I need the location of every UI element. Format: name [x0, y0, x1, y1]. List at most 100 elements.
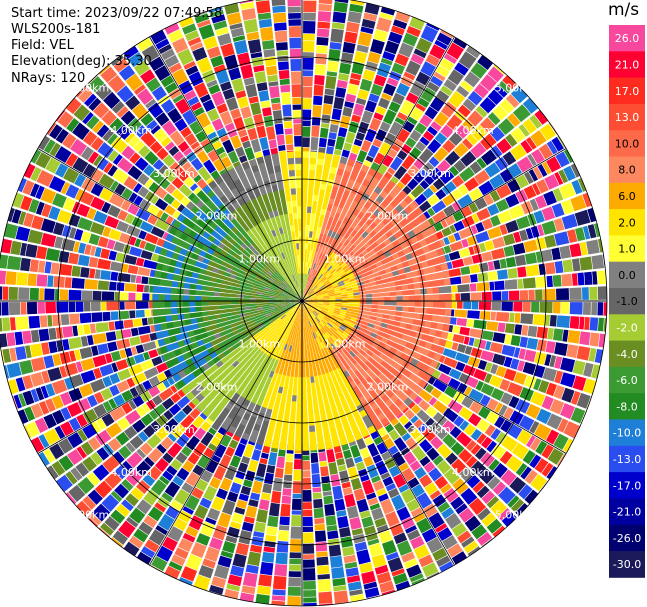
- velocity-gate: [323, 366, 330, 374]
- velocity-gate: [307, 194, 313, 201]
- noise-gate: [356, 549, 371, 565]
- noise-gate: [579, 316, 585, 330]
- noise-gate: [154, 186, 168, 200]
- velocity-gate: [258, 335, 266, 343]
- noise-gate: [582, 302, 591, 315]
- velocity-gate: [318, 266, 324, 273]
- noise-gate: [425, 417, 435, 428]
- velocity-gate: [188, 295, 196, 301]
- velocity-gate: [309, 306, 316, 311]
- velocity-gate: [255, 301, 263, 304]
- velocity-gate: [377, 265, 385, 272]
- velocity-gate: [365, 290, 373, 295]
- noise-gate: [427, 194, 440, 206]
- noise-gate: [292, 104, 302, 110]
- noise-gate: [443, 245, 452, 254]
- velocity-gate: [302, 248, 305, 256]
- noise-gate: [428, 156, 440, 168]
- noise-gate: [78, 88, 93, 103]
- noise-gate: [127, 203, 140, 216]
- noise-gate: [460, 266, 471, 276]
- velocity-gate: [206, 247, 215, 255]
- velocity-gate: [284, 232, 289, 240]
- velocity-gate: [276, 392, 282, 400]
- velocity-gate: [251, 269, 259, 275]
- velocity-gate: [196, 402, 206, 412]
- noise-gate: [367, 538, 380, 546]
- velocity-gate: [207, 260, 216, 267]
- velocity-gate: [310, 339, 314, 347]
- noise-gate: [193, 174, 202, 183]
- noise-gate: [413, 172, 425, 184]
- noise-gate: [212, 524, 228, 541]
- noise-gate: [538, 380, 550, 394]
- noise-gate: [591, 302, 598, 316]
- velocity-gate: [251, 310, 258, 315]
- velocity-gate: [422, 327, 431, 335]
- velocity-gate: [329, 303, 336, 307]
- noise-gate: [495, 198, 510, 212]
- velocity-gate: [309, 333, 313, 341]
- noise-gate: [461, 396, 474, 409]
- noise-gate: [271, 0, 286, 7]
- noise-gate: [281, 495, 291, 504]
- velocity-gate: [290, 320, 295, 327]
- velocity-gate: [403, 397, 413, 407]
- noise-gate: [83, 301, 91, 312]
- velocity-gate: [236, 409, 245, 418]
- velocity-gate: [279, 335, 284, 342]
- velocity-gate: [311, 284, 317, 290]
- velocity-gate: [413, 207, 423, 217]
- noise-gate: [433, 147, 449, 163]
- noise-gate: [290, 71, 302, 84]
- velocity-gate: [165, 250, 174, 259]
- velocity-gate: [313, 325, 318, 332]
- velocity-gate: [351, 283, 359, 288]
- velocity-gate: [393, 231, 402, 240]
- velocity-gate: [343, 224, 351, 232]
- noise-gate: [114, 483, 130, 499]
- noise-gate: [210, 55, 224, 68]
- velocity-gate: [259, 406, 267, 415]
- noise-gate: [523, 185, 537, 200]
- noise-gate: [111, 537, 123, 548]
- velocity-gate: [166, 272, 174, 280]
- velocity-gate: [251, 383, 259, 391]
- velocity-gate: [387, 276, 395, 283]
- noise-gate: [60, 181, 71, 195]
- noise-gate: [479, 262, 489, 272]
- noise-gate: [462, 98, 477, 112]
- noise-gate: [420, 87, 436, 103]
- velocity-gate: [292, 298, 300, 301]
- noise-gate: [319, 461, 328, 467]
- velocity-gate: [345, 248, 352, 256]
- noise-gate: [259, 27, 274, 41]
- noise-gate: [236, 499, 248, 509]
- noise-gate: [264, 56, 277, 67]
- noise-gate: [68, 387, 83, 402]
- noise-gate: [420, 61, 436, 77]
- velocity-gate: [250, 375, 258, 383]
- velocity-gate: [317, 323, 322, 330]
- noise-gate: [546, 275, 553, 288]
- noise-gate: [344, 493, 356, 508]
- velocity-gate: [277, 261, 283, 268]
- velocity-gate: [195, 241, 205, 250]
- noise-gate: [501, 511, 517, 527]
- noise-gate: [541, 206, 556, 221]
- velocity-gate: [252, 346, 259, 354]
- velocity-gate: [440, 262, 449, 271]
- noise-gate: [487, 112, 501, 126]
- velocity-gate: [268, 306, 276, 310]
- noise-gate: [213, 465, 227, 481]
- velocity-gate: [380, 337, 389, 344]
- noise-gate: [151, 86, 167, 101]
- noise-gate: [171, 424, 186, 439]
- noise-gate: [332, 11, 347, 24]
- noise-gate: [262, 483, 273, 494]
- noise-gate: [453, 142, 469, 158]
- noise-gate: [167, 108, 183, 124]
- velocity-gate: [350, 221, 358, 230]
- velocity-gate: [256, 291, 264, 295]
- velocity-gate: [204, 252, 213, 260]
